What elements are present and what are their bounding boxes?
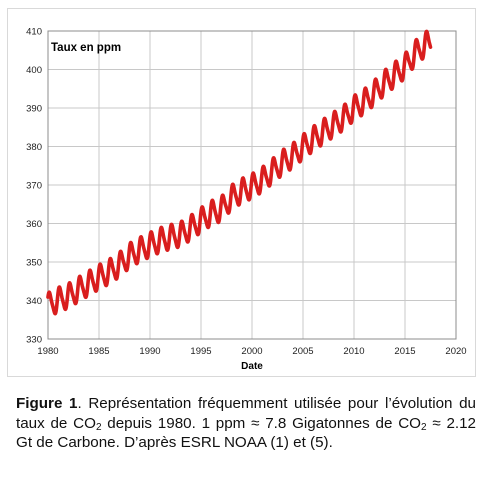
y-tick-label: 340 — [26, 296, 42, 307]
chart-title: Taux en ppm — [51, 42, 121, 54]
caption-text-2: depuis 1980. 1 ppm ≈ 7.8 Gigatonnes de C… — [101, 414, 421, 432]
caption-text-3: ≈ 2.12 Gt de Carbone. D’après ESRL NOAA … — [16, 414, 476, 452]
x-tick-label: 2010 — [343, 346, 364, 357]
y-tick-label: 370 — [26, 181, 42, 192]
y-tick-label: 350 — [26, 258, 42, 269]
caption-text-1: . Représentation fréquemment utilisée po… — [16, 395, 476, 432]
co2-series-line — [46, 29, 433, 316]
x-axis-label: Date — [241, 361, 263, 372]
x-tick-label: 1995 — [190, 346, 211, 357]
caption-figure-label: Figure 1 — [16, 395, 78, 412]
x-tick-label: 2000 — [241, 346, 262, 357]
x-tick-label: 2020 — [445, 346, 466, 357]
y-tick-label: 390 — [26, 104, 42, 115]
y-tick-label: 360 — [26, 219, 42, 230]
caption-subscript-1: 2 — [95, 421, 102, 433]
caption-subscript-2: 2 — [421, 421, 427, 433]
y-tick-label: 400 — [26, 65, 42, 76]
axes: 330 340 350 360 370 380 390 400 410 1980 1985 1990 1… — [26, 27, 466, 358]
plot-border — [47, 30, 457, 340]
x-tick-label: 1985 — [88, 346, 109, 357]
x-tick-label: 1980 — [37, 346, 58, 357]
figure-caption: Figure 1. Représentation fréquemment uti… — [16, 394, 476, 453]
y-tick-label: 330 — [26, 335, 42, 346]
y-tick-label: 410 — [26, 27, 42, 38]
series-layer — [46, 29, 433, 316]
co2-line-chart: 330 340 350 360 370 380 390 400 410 1980 1985 1990 1… — [26, 27, 466, 373]
x-tick-label: 2005 — [292, 346, 313, 357]
x-tick-label: 1990 — [139, 346, 160, 357]
x-tick-label: 2015 — [394, 346, 415, 357]
y-tick-label: 380 — [26, 142, 42, 153]
chart-frame: 330 340 350 360 370 380 390 400 410 1980 1985 1990 1… — [7, 8, 476, 377]
